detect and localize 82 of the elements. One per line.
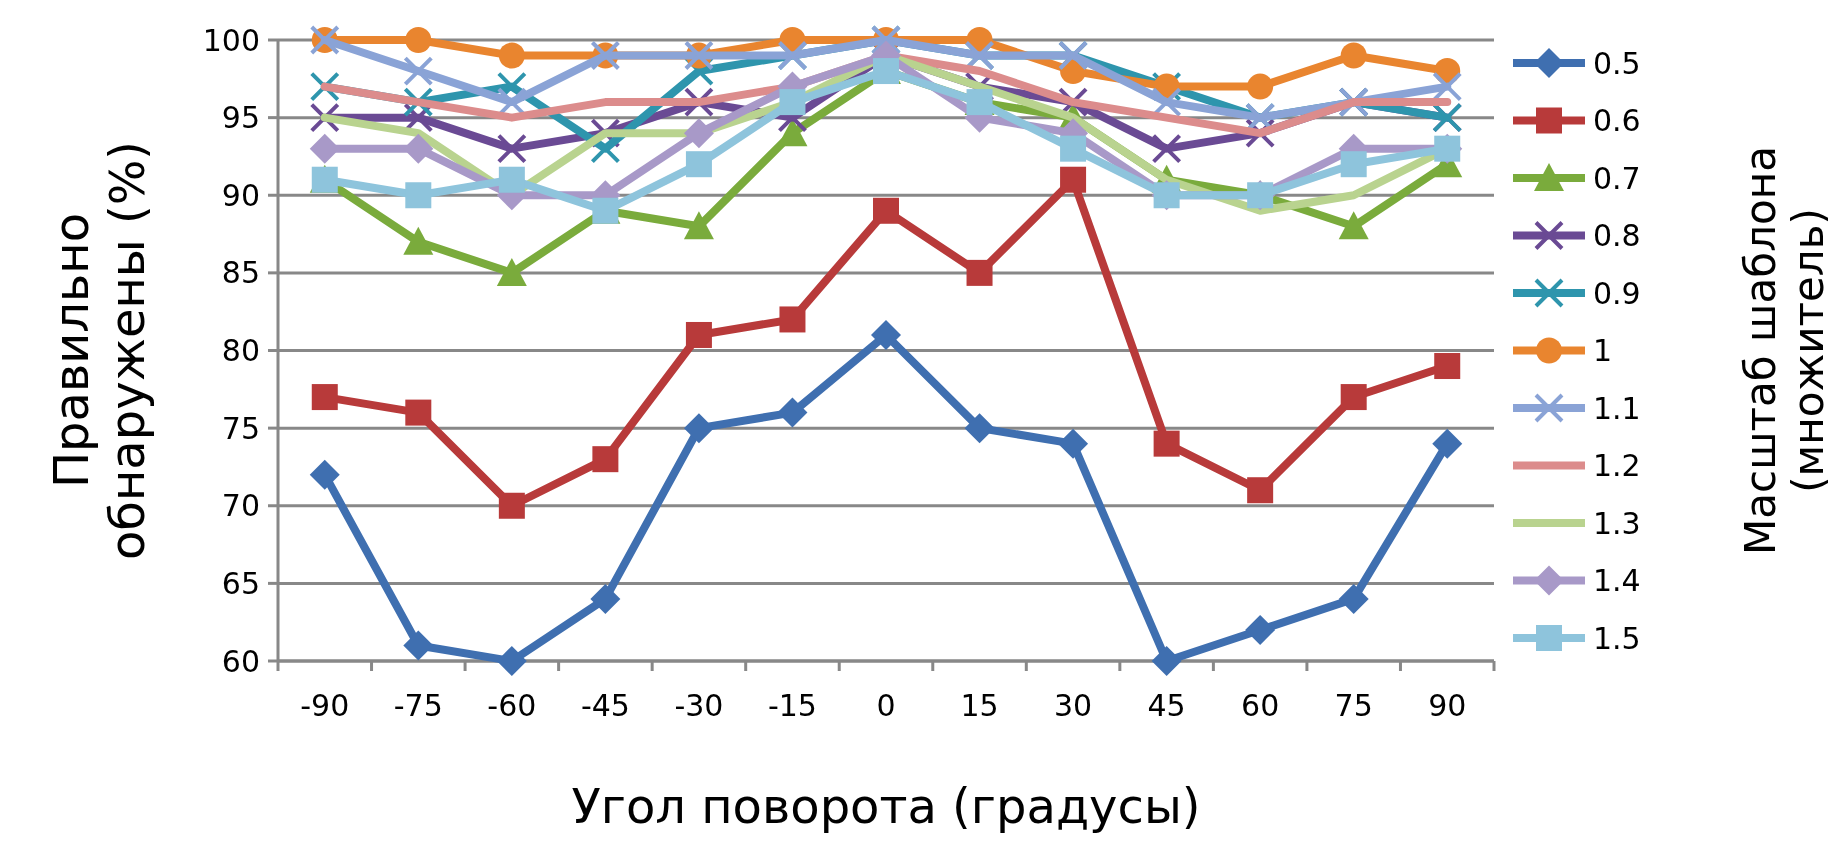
point [1245,614,1276,645]
point [403,56,434,87]
point [683,413,714,444]
point [1434,353,1461,380]
x-tick-label: 90 [1428,688,1467,723]
x-tick-label: -30 [674,688,724,723]
point [873,197,899,224]
legend-label: 0.5 [1593,45,1641,81]
x-tick-label: 60 [1241,688,1280,723]
point [964,413,995,444]
legend-label: 1 [1593,333,1613,368]
y-tick-label: 85 [221,255,260,291]
y-tick-label: 90 [221,177,260,213]
point [405,182,432,209]
point [498,492,525,519]
legend-label: 0.6 [1593,103,1641,138]
x-tick-label: 0 [876,688,896,723]
y-tick-label: 80 [221,333,260,368]
point [1247,477,1274,504]
legend-label: 0.8 [1593,218,1641,253]
point [683,211,714,240]
legend-label: 1.2 [1593,448,1641,483]
y-tick-label: 95 [221,100,260,136]
point [685,321,712,348]
point [1340,42,1367,69]
point [1060,166,1087,193]
point [498,42,525,69]
point [779,89,806,116]
point [685,151,712,178]
y-tick-label: 60 [221,643,260,679]
point [1151,87,1182,118]
point [498,166,525,193]
point [683,118,714,149]
x-tick-label: -15 [767,688,817,723]
point [1432,428,1463,459]
point [590,583,621,614]
point [1247,73,1274,100]
point [1432,71,1463,102]
point [1058,428,1089,459]
point [496,133,527,164]
x-tick-label: 30 [1053,688,1093,723]
legend-label: 1.1 [1593,390,1641,426]
x-tick-label: -60 [487,688,537,723]
y-tick-label: 75 [221,410,260,446]
point [871,319,901,350]
point [592,446,619,473]
y-tick-label: 100 [202,22,260,58]
point [966,259,993,286]
point [1338,211,1369,240]
x-axis-title: Угол поворота (градусы) [571,778,1201,834]
legend-title: Масштаб шаблона (множитель) [1735,146,1833,555]
x-tick-label: 45 [1147,688,1186,723]
legend-label: 1.3 [1593,505,1641,541]
legend-label: 1.4 [1593,563,1641,598]
point [1340,384,1367,411]
x-tick-label: 15 [960,688,999,723]
y-axis-title: Правильно обнаружены (%) [43,140,155,561]
legend-label: 0.7 [1593,160,1641,196]
point [1060,135,1087,162]
point [496,257,527,286]
point [1340,151,1367,178]
point [1151,646,1182,676]
point [403,226,434,255]
point [309,459,340,490]
legend-label: 0.9 [1593,275,1641,311]
point [1151,133,1182,164]
y-tick-label: 70 [221,488,260,524]
point [1153,430,1180,457]
x-tick-label: -75 [393,688,443,723]
x-tick-label: -90 [300,688,350,723]
point [311,384,338,411]
x-tick-label: -45 [580,688,630,723]
x-tick-label: 75 [1334,688,1373,723]
point [496,646,527,676]
point [403,630,434,661]
legend-label: 1.5 [1593,620,1641,656]
point [1338,583,1369,614]
y-tick-label: 65 [221,565,260,601]
point [777,397,808,428]
point [405,399,432,426]
point [405,27,432,53]
point [779,306,806,333]
